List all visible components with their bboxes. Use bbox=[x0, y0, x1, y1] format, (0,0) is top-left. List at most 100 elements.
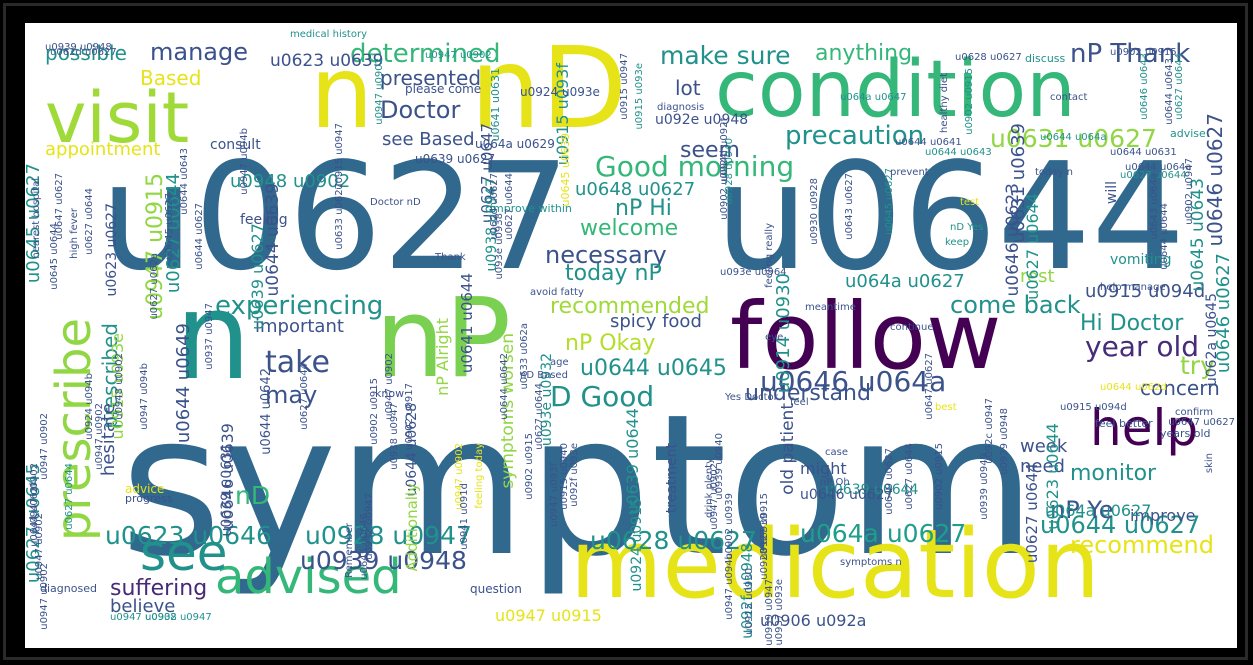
cloud-word: please come bbox=[405, 82, 482, 96]
cloud-word: u0644 u0643 bbox=[925, 147, 992, 158]
cloud-word: u0627 u0644 bbox=[84, 188, 95, 255]
cloud-word: u0647 u0627 bbox=[1168, 417, 1235, 428]
cloud-word: u0643 u0627 bbox=[844, 173, 855, 240]
cloud-word: lot bbox=[675, 76, 701, 100]
cloud-word: nP Ye bbox=[1050, 496, 1114, 524]
cloud-word: u0902 u0915 bbox=[524, 433, 535, 500]
cloud-word: n bbox=[310, 34, 374, 151]
cloud-word: u092e u0948 bbox=[655, 112, 749, 128]
cloud-word: nP Alright bbox=[433, 318, 452, 396]
cloud-word: u0627 u0644 bbox=[64, 463, 75, 530]
cloud-word: will bbox=[1104, 181, 1120, 205]
cloud-word: feeling bbox=[240, 212, 288, 228]
cloud-word: need bbox=[1020, 456, 1065, 477]
cloud-word: u0947 u0915 bbox=[495, 606, 602, 625]
cloud-word: u0902 u0939 bbox=[724, 493, 735, 560]
cloud-word: u0627 u0644 bbox=[299, 363, 310, 430]
cloud-word: condition bbox=[715, 45, 1076, 135]
cloud-word: best bbox=[935, 402, 957, 413]
cloud-word: old patient bbox=[778, 403, 798, 495]
cloud-word: Remember bbox=[344, 523, 355, 578]
cloud-word: u0645 u0627 bbox=[164, 193, 175, 260]
cloud-word: Doctor bbox=[380, 96, 461, 124]
cloud-word: u0644 u0627 bbox=[1040, 511, 1201, 539]
cloud-word: u0627 u0644 bbox=[1023, 463, 1041, 564]
cloud-word: test bbox=[960, 197, 980, 208]
cloud-word: suffering bbox=[110, 576, 208, 601]
cloud-word: seem bbox=[680, 138, 740, 163]
cloud-word: u0644 u064a bbox=[1040, 132, 1107, 143]
cloud-word: make sure bbox=[660, 41, 791, 70]
cloud-word: u0646 u0627 bbox=[800, 487, 894, 503]
cloud-word: u0628 u0627 bbox=[590, 526, 757, 555]
cloud-word: progress bbox=[125, 492, 173, 505]
cloud-word: medical history bbox=[290, 29, 367, 40]
cloud-word: u0928 u0939 bbox=[759, 513, 770, 580]
cloud-word: u092f u093e bbox=[569, 443, 580, 507]
cloud-word: u0644 u0643 bbox=[179, 148, 190, 215]
cloud-word: understand bbox=[745, 381, 871, 406]
cloud-word: discuss bbox=[1025, 52, 1066, 65]
cloud-word: nP Thank bbox=[1070, 39, 1191, 69]
cloud-word: advised bbox=[215, 549, 402, 605]
cloud-word: u094d u092f bbox=[719, 118, 730, 182]
cloud-word: today n bbox=[1035, 167, 1073, 178]
cloud-word: u0930 u0928 bbox=[809, 178, 820, 245]
cloud-word: u0941 u091d bbox=[459, 483, 470, 550]
cloud-word: years old bbox=[1160, 427, 1211, 440]
cloud-word: u0948 u0902 bbox=[230, 171, 351, 192]
cloud-word: u0633 u062a bbox=[519, 323, 530, 390]
cloud-word: might bbox=[800, 459, 847, 478]
cloud-word: u0902 u0915 bbox=[964, 68, 975, 135]
cloud-word: important bbox=[255, 316, 344, 337]
cloud-word: help manage bbox=[1100, 282, 1166, 293]
cloud-word: Based bbox=[140, 66, 202, 90]
cloud-word: nD bbox=[235, 481, 271, 510]
cloud-word: take bbox=[265, 345, 330, 380]
cloud-word: nD Based bbox=[520, 370, 568, 381]
cloud-word: u0947 u0902 bbox=[110, 612, 177, 623]
cloud-word: anything bbox=[815, 41, 913, 66]
cloud-word: contact bbox=[1050, 92, 1088, 103]
cloud-word: u0915 u0930 bbox=[744, 568, 755, 635]
cloud-word: u064a u0627 bbox=[845, 271, 965, 292]
word-cloud: symptom u0627 u0644 nD n condition follow nP n me… bbox=[25, 23, 1237, 648]
cloud-word: Doctor nD bbox=[370, 197, 421, 208]
cloud-word: u0644 u0642 bbox=[259, 368, 274, 455]
cloud-word: nP Hi bbox=[615, 196, 672, 221]
cloud-word: u0627 u0644 bbox=[504, 173, 515, 240]
cloud-word: u0939 u0948 bbox=[999, 408, 1010, 475]
cloud-word: u0924 u0915 bbox=[629, 498, 645, 592]
cloud-word: u064a u0647 bbox=[840, 92, 907, 103]
cloud-word: u0947 u094b bbox=[139, 363, 150, 430]
cloud-word: Thank bbox=[435, 252, 466, 263]
cloud-word: feel better bbox=[1095, 417, 1153, 430]
cloud-word: u0939 u0948 bbox=[45, 42, 112, 53]
cloud-word: Good morning bbox=[595, 150, 795, 183]
cloud-word: Hi Doctor bbox=[1080, 311, 1184, 336]
cloud-word: concern bbox=[1140, 376, 1220, 400]
cloud-word: see Based bbox=[382, 129, 475, 150]
cloud-word: possible bbox=[45, 41, 127, 65]
cloud-word: u0623 u0646 bbox=[105, 521, 272, 550]
cloud-word: u0628 u0627 bbox=[955, 52, 1022, 63]
cloud-word: u0623 u0644 bbox=[1043, 423, 1062, 530]
cloud-word: u0906 u092a bbox=[760, 611, 867, 630]
cloud-word: consult bbox=[210, 137, 261, 153]
cloud-word: u0644 u0639 bbox=[263, 183, 283, 297]
cloud-word: u0623 u0639 bbox=[270, 51, 384, 71]
cloud-word: feel bbox=[790, 397, 809, 408]
cloud-word: u062a u0645 bbox=[1204, 293, 1220, 387]
cloud-word: precaution bbox=[785, 121, 925, 151]
cloud-word: healthy diet bbox=[939, 73, 950, 133]
cloud-word: u0646 u0643 bbox=[1139, 53, 1150, 120]
cloud-word: u0648 u0627 bbox=[575, 179, 696, 200]
cloud-word: u0644 u0631 bbox=[1110, 147, 1177, 158]
cloud-word: u0644 u0627 bbox=[194, 203, 205, 270]
cloud-word: improve within bbox=[490, 202, 572, 215]
cloud-word: vomiting bbox=[1110, 252, 1172, 268]
cloud-word: u0928 u0947 bbox=[305, 521, 472, 550]
cloud-word: advise bbox=[1170, 127, 1206, 140]
cloud-word: u0646 u0627 bbox=[1203, 113, 1227, 247]
cloud-word: avoid fatty bbox=[530, 287, 584, 298]
